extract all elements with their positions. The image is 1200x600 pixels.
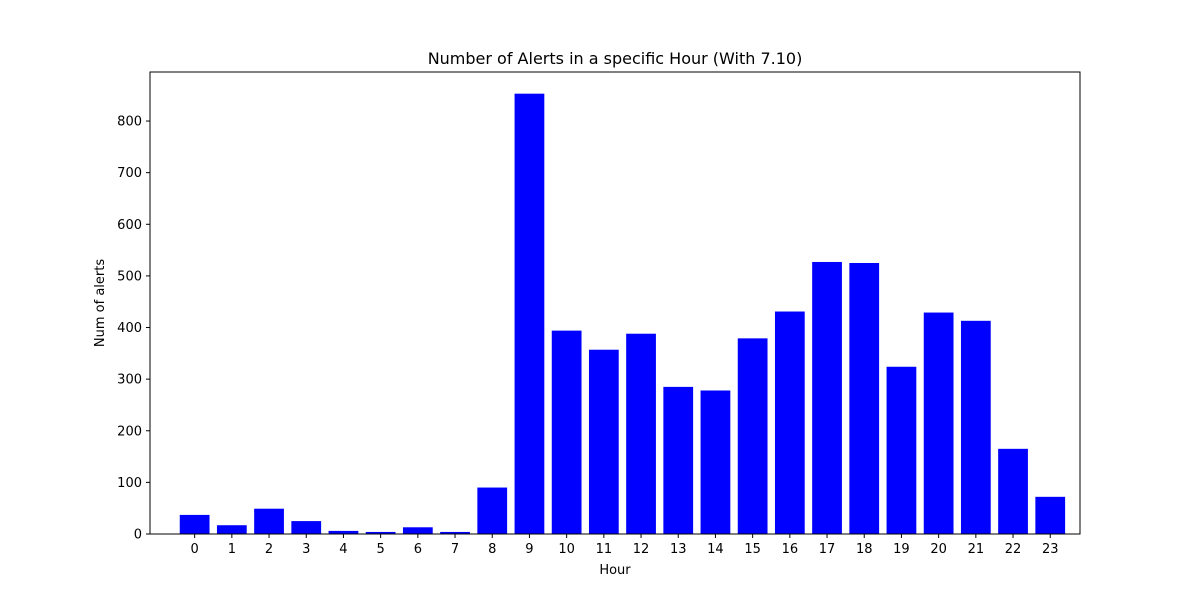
x-tick-label: 16 [782, 542, 799, 557]
x-tick-label: 2 [265, 542, 273, 557]
bar-hour-2 [254, 508, 284, 534]
bar-hour-11 [588, 349, 619, 534]
bar-hour-20 [923, 312, 954, 534]
x-tick-label: 0 [190, 542, 198, 557]
x-axis-label: Hour [599, 563, 631, 578]
bar-hour-14 [700, 390, 731, 534]
x-tick-label: 19 [893, 542, 910, 557]
y-tick-label: 700 [117, 166, 142, 181]
y-axis-label: Num of alerts [93, 259, 108, 347]
plot-frame [149, 71, 1081, 535]
bar-hour-22 [998, 448, 1028, 534]
x-tick-label: 5 [376, 542, 384, 557]
y-tick-label: 0 [134, 528, 142, 543]
bar-hour-15 [737, 338, 768, 534]
x-tick-label: 3 [302, 542, 310, 557]
bar-hour-19 [886, 366, 917, 534]
x-tick-label: 8 [488, 542, 496, 557]
bar-hour-9 [514, 93, 545, 534]
x-tick-label: 13 [670, 542, 687, 557]
bar-hour-0 [179, 514, 210, 534]
x-axis-ticks: 0 1 2 3 4 5 6 7 8 9 10 11 12 13 14 15 16 17 18 19 20 21 22 23 [190, 534, 1059, 557]
x-tick-label: 23 [1042, 542, 1059, 557]
bar-hour-16 [774, 311, 805, 534]
y-tick-label: 600 [117, 218, 142, 233]
bar-hour-8 [477, 487, 508, 534]
bar-hour-10 [551, 330, 582, 534]
chart-title: Number of Alerts in a specific Hour (Wit… [428, 49, 803, 68]
bar-hour-23 [1035, 496, 1066, 534]
x-tick-label: 4 [339, 542, 347, 557]
bar-hour-13 [663, 386, 694, 534]
y-tick-label: 400 [117, 321, 142, 336]
x-tick-label: 1 [228, 542, 236, 557]
x-tick-label: 11 [596, 542, 613, 557]
y-tick-label: 100 [117, 476, 142, 491]
x-tick-label: 7 [451, 542, 459, 557]
bar-hour-1 [216, 525, 247, 534]
y-tick-label: 800 [117, 115, 142, 130]
bar-hour-6 [402, 527, 433, 534]
x-tick-label: 17 [819, 542, 836, 557]
bar-hour-4 [328, 530, 359, 534]
x-tick-label: 14 [707, 542, 724, 557]
x-tick-label: 10 [558, 542, 575, 557]
y-tick-label: 300 [117, 373, 142, 388]
x-tick-label: 15 [744, 542, 761, 557]
bars-group [179, 93, 1066, 534]
bar-hour-21 [960, 320, 991, 534]
bar-hour-7 [440, 531, 470, 534]
bar-hour-5 [365, 531, 396, 534]
x-tick-label: 9 [525, 542, 533, 557]
bar-hour-3 [291, 521, 322, 534]
y-axis-ticks: 0 100 200 300 400 500 600 700 800 [117, 115, 150, 543]
x-tick-label: 6 [414, 542, 422, 557]
y-tick-label: 500 [117, 269, 142, 284]
bar-hour-17 [812, 261, 842, 534]
x-tick-label: 21 [968, 542, 985, 557]
x-tick-label: 18 [856, 542, 873, 557]
x-tick-label: 12 [633, 542, 650, 557]
bar-hour-12 [626, 333, 656, 534]
x-tick-label: 20 [930, 542, 947, 557]
x-tick-label: 22 [1005, 542, 1022, 557]
bar-hour-18 [849, 262, 880, 534]
y-tick-label: 200 [117, 424, 142, 439]
